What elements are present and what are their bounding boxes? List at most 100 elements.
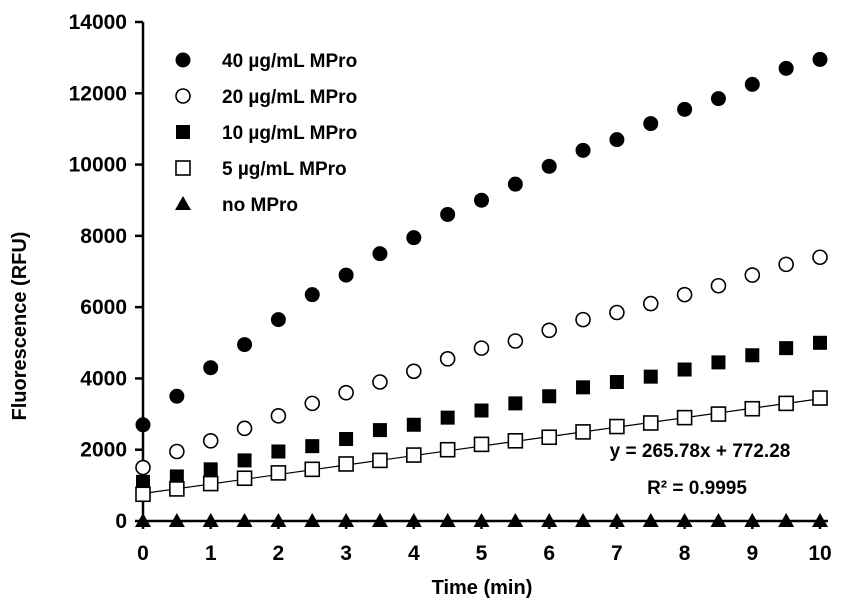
x-tick-label: 0 [137, 542, 149, 565]
y-tick-label: 0 [115, 510, 127, 533]
data-point [271, 444, 286, 459]
legend-marker [175, 196, 191, 210]
data-point [643, 116, 659, 132]
data-point [439, 351, 456, 367]
data-point [676, 409, 693, 426]
data-points [135, 51, 828, 527]
data-point [473, 340, 490, 356]
data-point [542, 389, 557, 404]
data-point [575, 424, 591, 440]
data-point [440, 410, 455, 425]
data-point [507, 333, 524, 349]
data-point [541, 322, 558, 339]
data-point [473, 513, 490, 527]
data-point [609, 418, 625, 435]
data-point [372, 246, 388, 262]
data-point [710, 91, 726, 107]
data-point [711, 355, 726, 370]
y-tick-label: 6000 [80, 296, 127, 319]
data-point [609, 374, 624, 389]
data-point [710, 277, 727, 294]
data-point [744, 76, 760, 92]
data-point [507, 513, 524, 527]
data-point [236, 470, 253, 487]
data-point [270, 465, 287, 481]
data-point [744, 400, 761, 417]
legend-marker [175, 160, 191, 176]
data-point [169, 443, 185, 460]
data-point [609, 304, 625, 321]
data-point [305, 439, 320, 454]
data-point [609, 132, 625, 148]
legend-label: no MPro [222, 195, 298, 216]
data-point [575, 142, 591, 158]
legend-marker [176, 125, 190, 139]
data-point [643, 369, 658, 384]
x-tick-label: 3 [340, 542, 352, 565]
x-tick-label: 7 [611, 542, 623, 565]
data-point [203, 360, 219, 376]
data-point [304, 395, 321, 412]
data-point [812, 513, 828, 527]
data-point [338, 384, 354, 401]
data-point [812, 51, 828, 67]
data-point [405, 447, 422, 463]
data-point [406, 230, 422, 246]
data-point [642, 513, 659, 527]
data-point [812, 249, 828, 266]
data-point [304, 287, 320, 303]
legend-marker [175, 52, 191, 68]
y-tick-label: 14000 [69, 11, 127, 34]
data-point [270, 513, 287, 527]
ticks: 0 2000 4000 6000 8000 10000 12000 14000 0 1 2 3 4 5 6 7… [69, 11, 832, 565]
data-point [676, 513, 693, 527]
data-point [473, 436, 490, 453]
data-point [710, 406, 727, 422]
data-point [136, 474, 150, 489]
data-point [270, 312, 286, 328]
y-tick-label: 10000 [69, 154, 127, 177]
y-tick-label: 8000 [80, 225, 127, 248]
data-point [541, 158, 557, 174]
data-point [372, 452, 388, 469]
data-point [744, 513, 761, 527]
data-point [575, 513, 592, 527]
data-point [338, 267, 354, 283]
data-point [813, 335, 827, 350]
data-point [642, 415, 659, 431]
data-point [677, 362, 692, 377]
data-point [745, 348, 760, 363]
data-point [202, 475, 219, 492]
data-point [744, 267, 761, 283]
data-point [236, 420, 253, 437]
data-point [135, 513, 151, 527]
x-tick-label: 5 [476, 542, 488, 565]
data-point [474, 403, 489, 418]
y-axis-label: Fluorescence (RFU) [9, 232, 31, 421]
data-point [778, 513, 795, 527]
data-point [237, 453, 252, 468]
data-point [541, 513, 558, 527]
data-point [372, 374, 388, 390]
data-point [778, 60, 794, 76]
data-point [338, 513, 355, 527]
legend-label: 40 µg/mL MPro [222, 51, 357, 72]
x-tick-label: 10 [808, 542, 831, 565]
data-point [507, 433, 524, 449]
x-tick-label: 8 [679, 542, 691, 565]
data-point [405, 363, 422, 380]
x-tick-label: 9 [746, 542, 758, 565]
legend-label: 20 µg/mL MPro [222, 87, 357, 108]
data-point [710, 513, 727, 527]
y-tick-label: 2000 [80, 439, 127, 462]
y-tick-label: 12000 [69, 82, 127, 105]
data-point [202, 513, 219, 527]
x-tick-label: 4 [408, 542, 420, 565]
data-point [237, 337, 253, 353]
data-point [371, 513, 388, 527]
x-axis-label: Time (min) [432, 577, 533, 599]
data-point [676, 286, 693, 303]
data-point [203, 462, 218, 477]
